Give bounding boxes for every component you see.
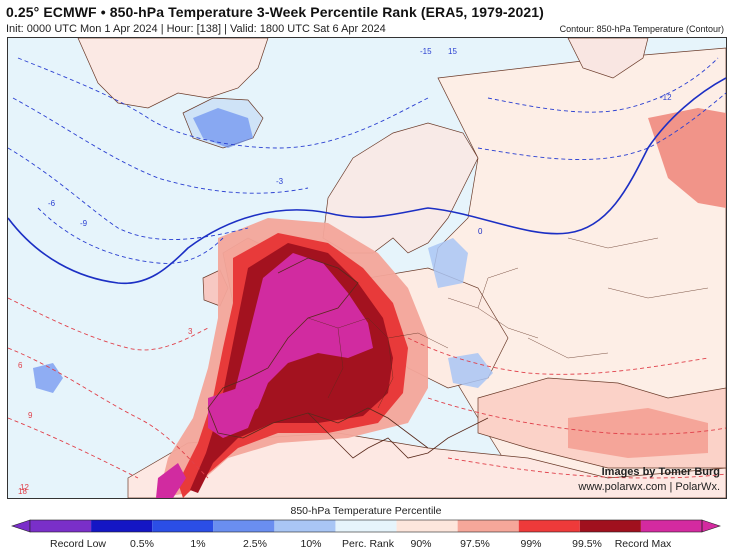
contour-label: 0 bbox=[478, 227, 483, 236]
colorbar-arrow-high bbox=[701, 519, 721, 533]
colorbar-label: 0.5% bbox=[130, 538, 154, 550]
contour-label: -6 bbox=[48, 199, 56, 208]
contour-label: -9 bbox=[80, 219, 88, 228]
credit-website: www.polarwx.com | PolarWx. bbox=[578, 481, 720, 493]
contour-label: 12 bbox=[20, 483, 29, 492]
land-arctic-islands bbox=[567, 38, 649, 79]
borders bbox=[307, 237, 709, 409]
coastline-mediterranean bbox=[307, 412, 489, 459]
colorbar-segment bbox=[91, 520, 153, 532]
anomaly-cold-iceland bbox=[193, 108, 253, 148]
colorbar-label: 1% bbox=[190, 538, 206, 550]
contour-label: 15 bbox=[448, 47, 457, 56]
colorbar-label: Perc. Rank bbox=[342, 538, 394, 550]
contour-label: -3 bbox=[276, 177, 284, 186]
contour-label: 3 bbox=[188, 327, 193, 336]
colorbar-label: Record Low bbox=[49, 538, 107, 550]
map-panel: -15 -12 -9 -6 -3 0 3 6 9 12 15 18 bbox=[7, 37, 727, 499]
contour-label: 6 bbox=[18, 361, 23, 370]
colorbar-segment bbox=[30, 520, 92, 532]
colorbar-segment bbox=[213, 520, 275, 532]
colorbar-segment bbox=[335, 520, 397, 532]
colorbar-segment bbox=[640, 520, 702, 532]
anomaly-mideast-red bbox=[568, 408, 708, 458]
weather-map: -15 -12 -9 -6 -3 0 3 6 9 12 15 18 bbox=[8, 38, 726, 498]
colorbar-label: 2.5% bbox=[243, 538, 267, 550]
land-scandinavia bbox=[322, 122, 479, 254]
colorbar-segment bbox=[396, 520, 458, 532]
colorbar-segment bbox=[579, 520, 641, 532]
contour-label: 18 bbox=[18, 487, 27, 496]
warm-contours bbox=[8, 297, 726, 479]
colorbar-segment bbox=[518, 520, 580, 532]
contour-label: -12 bbox=[660, 93, 672, 102]
colorbar-label: 99.5% bbox=[572, 538, 602, 550]
colorbar bbox=[11, 519, 721, 533]
coastline-western-europe bbox=[207, 257, 429, 449]
zero-contour bbox=[8, 77, 726, 285]
contour-label: -15 bbox=[420, 47, 432, 56]
colorbar-label: 10% bbox=[300, 538, 322, 550]
land-greenland bbox=[77, 38, 269, 109]
contour-label: 9 bbox=[28, 411, 33, 420]
colorbar-frame bbox=[29, 519, 703, 533]
chart-title: 0.25° ECMWF • 850-hPa Temperature 3-Week… bbox=[6, 4, 544, 20]
anomaly-cold-balkans bbox=[448, 353, 493, 388]
colorbar-title: 850-hPa Temperature Percentile bbox=[290, 505, 442, 517]
colorbar-label: Record Max bbox=[614, 538, 672, 550]
colorbar-arrow-low bbox=[11, 519, 31, 533]
anomaly-record-max-iberia bbox=[208, 388, 258, 438]
cold-contours bbox=[8, 57, 726, 264]
colorbar-label: 97.5% bbox=[460, 538, 490, 550]
contour-labels: -15 -12 -9 -6 -3 0 3 6 9 12 15 18 bbox=[18, 47, 672, 496]
colorbar-label: 90% bbox=[410, 538, 432, 550]
anomaly-record-max-north-africa bbox=[156, 463, 186, 498]
colorbar-segment bbox=[457, 520, 519, 532]
colorbar-label: 99% bbox=[520, 538, 542, 550]
colorbar-segment bbox=[274, 520, 336, 532]
credit-author: Images by Tomer Burg bbox=[601, 466, 720, 478]
chart-subtitle: Init: 0000 UTC Mon 1 Apr 2024 | Hour: [1… bbox=[6, 23, 386, 35]
colorbar-segment bbox=[152, 520, 214, 532]
anomaly-record-max-zone bbox=[223, 253, 373, 433]
contour-note: Contour: 850-hPa Temperature (Contour) bbox=[559, 24, 724, 34]
anomaly-east-red bbox=[648, 108, 726, 208]
anomaly-cold-scandinavia bbox=[428, 238, 468, 288]
